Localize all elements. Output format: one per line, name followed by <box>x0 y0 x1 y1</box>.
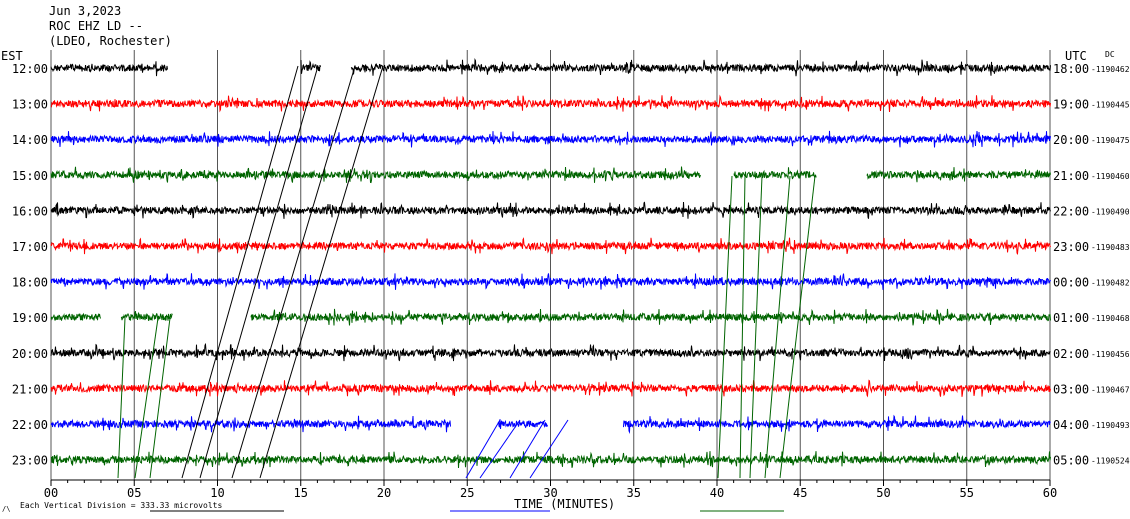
trace-connector <box>739 175 746 479</box>
row-dc-value: -1190490 <box>1091 207 1130 216</box>
header-network: (LDEO, Rochester) <box>49 34 172 48</box>
trace-connector <box>779 175 816 479</box>
x-axis-label: TIME (MINUTES) <box>514 497 615 511</box>
row-est-label: 21:00 <box>12 382 48 396</box>
footer-symbol: /\ <box>2 505 10 513</box>
row-est-label: 13:00 <box>12 98 48 112</box>
trace-connector <box>134 317 159 479</box>
trace-connector <box>199 65 319 479</box>
row-dc-value: -1190475 <box>1091 136 1130 145</box>
seismic-trace <box>50 308 1051 326</box>
trace-connector <box>149 317 171 479</box>
row-dc-value: -1190482 <box>1091 279 1130 288</box>
trace-connector <box>231 65 356 479</box>
x-tick-label: 30 <box>543 486 557 500</box>
row-utc-label: 02:00 <box>1053 347 1089 361</box>
x-tick-label: 05 <box>127 486 141 500</box>
seismic-trace <box>50 94 1051 113</box>
x-tick-label: 55 <box>960 486 974 500</box>
row-est-label: 20:00 <box>12 347 48 361</box>
row-utc-label: 20:00 <box>1053 133 1089 147</box>
seismic-trace <box>50 201 1051 219</box>
seismic-traces <box>50 58 1051 479</box>
row-utc-label: 04:00 <box>1053 418 1089 432</box>
trace-connector <box>259 65 384 479</box>
x-tick-label: 15 <box>294 486 308 500</box>
x-tick-label: 50 <box>876 486 890 500</box>
trace-connector <box>764 175 791 479</box>
row-dc-value: -1190456 <box>1091 350 1130 359</box>
right-axis-label: UTC <box>1065 49 1087 63</box>
seismic-trace <box>50 451 1051 469</box>
row-utc-label: 18:00 <box>1053 62 1089 76</box>
trace-connector <box>529 419 569 479</box>
row-est-label: 18:00 <box>12 276 48 290</box>
row-dc-value: -1190445 <box>1091 101 1130 110</box>
row-utc-label: 19:00 <box>1053 98 1089 112</box>
seismic-trace <box>50 237 1051 255</box>
seismic-trace <box>50 273 1051 290</box>
trace-connector <box>181 65 299 479</box>
row-utc-label: 03:00 <box>1053 382 1089 396</box>
row-est-label: 16:00 <box>12 204 48 218</box>
x-tick-label: 20 <box>377 486 391 500</box>
seismic-trace <box>50 166 1051 184</box>
row-dc-value: -1190468 <box>1091 314 1130 323</box>
seismic-trace <box>50 414 1051 434</box>
trace-connector <box>117 317 126 479</box>
row-dc-value: -1190460 <box>1091 172 1130 181</box>
trace-connector <box>509 419 546 479</box>
x-tick-label: 60 <box>1043 486 1057 500</box>
row-est-label: 19:00 <box>12 311 48 325</box>
chart-grid <box>50 50 1051 486</box>
row-est-label: 22:00 <box>12 418 48 432</box>
seismic-trace <box>50 130 1051 148</box>
row-dc-value: -1190467 <box>1091 385 1130 394</box>
header-date: Jun 3,2023 <box>49 4 122 18</box>
row-est-label: 12:00 <box>12 62 48 76</box>
row-utc-label: 00:00 <box>1053 276 1089 290</box>
row-dc-value: -1190483 <box>1091 243 1130 252</box>
row-est-label: 17:00 <box>12 240 48 254</box>
x-tick-label: 25 <box>460 486 474 500</box>
row-utc-label: 05:00 <box>1053 454 1089 468</box>
trace-connector <box>749 175 763 479</box>
row-est-label: 14:00 <box>12 133 48 147</box>
x-tick-label: 45 <box>793 486 807 500</box>
x-tick-label: 10 <box>210 486 224 500</box>
header-station: ROC EHZ LD -- <box>49 19 143 33</box>
left-axis-label: EST <box>1 49 23 63</box>
row-dc-value: -1190493 <box>1091 421 1130 430</box>
trace-connector <box>465 419 501 479</box>
x-tick-label: 40 <box>710 486 724 500</box>
x-tick-label: 00 <box>44 486 58 500</box>
dc-label: DC <box>1105 50 1115 59</box>
row-utc-label: 22:00 <box>1053 204 1089 218</box>
row-est-label: 15:00 <box>12 169 48 183</box>
trace-connector <box>717 175 733 479</box>
trace-connector <box>479 419 521 479</box>
seismic-trace <box>50 379 1051 398</box>
footer-note: Each Vertical Division = 333.33 microvol… <box>20 501 222 510</box>
row-est-label: 23:00 <box>12 454 48 468</box>
x-tick-label: 35 <box>627 486 641 500</box>
row-utc-label: 21:00 <box>1053 169 1089 183</box>
row-dc-value: -1190524 <box>1091 457 1130 466</box>
row-dc-value: -1190462 <box>1091 65 1130 74</box>
row-utc-label: 01:00 <box>1053 311 1089 325</box>
row-utc-label: 23:00 <box>1053 240 1089 254</box>
